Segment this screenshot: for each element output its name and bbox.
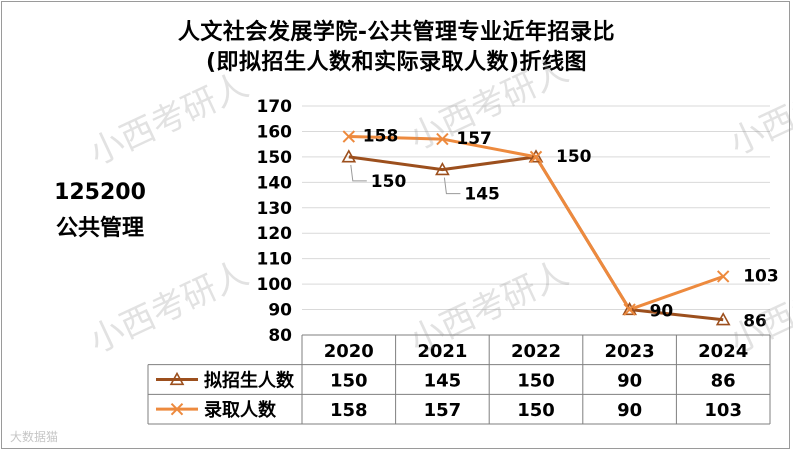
data-point: [435, 161, 450, 176]
data-point: [342, 130, 356, 143]
data-point: [715, 312, 731, 326]
data-point: [716, 270, 730, 283]
y-tick-label: 150: [257, 148, 293, 168]
table-cell: 150: [517, 371, 555, 392]
x-tick-label: 2023: [605, 341, 655, 362]
table-cell: 145: [424, 371, 462, 392]
data-label: 150: [556, 147, 592, 167]
legend-marker: [169, 371, 185, 386]
leader-line: [350, 164, 367, 182]
data-point: [341, 149, 357, 163]
data-label: 90: [650, 302, 674, 322]
table-cell: 158: [330, 400, 368, 421]
corner-logo: 大数据猫: [10, 430, 59, 444]
y-tick-label: 80: [268, 326, 292, 346]
y-tick-label: 120: [257, 224, 293, 244]
chart-title-line1: 人文社会发展学院-公共管理专业近年招录比: [177, 20, 616, 45]
data-label: 157: [456, 129, 492, 149]
y-tick-label: 170: [257, 97, 293, 117]
legend-label: 拟招生人数: [204, 370, 295, 392]
data-point: [529, 150, 543, 164]
data-point: [528, 149, 544, 163]
data-label: 86: [743, 312, 767, 332]
table-cell: 157: [424, 400, 462, 421]
y-tick-label: 90: [268, 301, 292, 321]
legend-marker: [170, 402, 184, 416]
table-cell: 86: [711, 371, 736, 392]
data-label: 103: [743, 266, 779, 286]
data-point: [623, 303, 636, 316]
data-label: 158: [363, 127, 399, 147]
y-tick-label: 110: [257, 250, 293, 270]
x-tick-label: 2024: [698, 341, 748, 362]
x-tick-label: 2022: [511, 341, 561, 362]
data-label: 145: [464, 185, 500, 205]
y-tick-label: 160: [257, 122, 293, 142]
x-tick-label: 2021: [417, 341, 467, 362]
table-cell: 150: [330, 371, 368, 392]
data-point: [436, 132, 449, 146]
data-point: [622, 301, 637, 316]
y-tick-label: 100: [257, 275, 293, 295]
y-tick-label: 140: [257, 173, 293, 193]
x-tick-label: 2020: [324, 341, 374, 362]
data-label: 150: [371, 172, 407, 192]
table-cell: 150: [517, 400, 555, 421]
major-code: 125200: [54, 180, 146, 205]
major-name: 公共管理: [55, 216, 144, 241]
y-tick-label: 130: [257, 199, 293, 219]
chart-title-line2: (即拟招生人数和实际录取人数)折线图: [205, 50, 588, 75]
leader-line: [443, 177, 461, 195]
table-cell: 90: [617, 371, 642, 392]
table-cell: 103: [704, 400, 742, 421]
table-cell: 90: [617, 400, 642, 421]
legend-label: 录取人数: [204, 399, 277, 421]
